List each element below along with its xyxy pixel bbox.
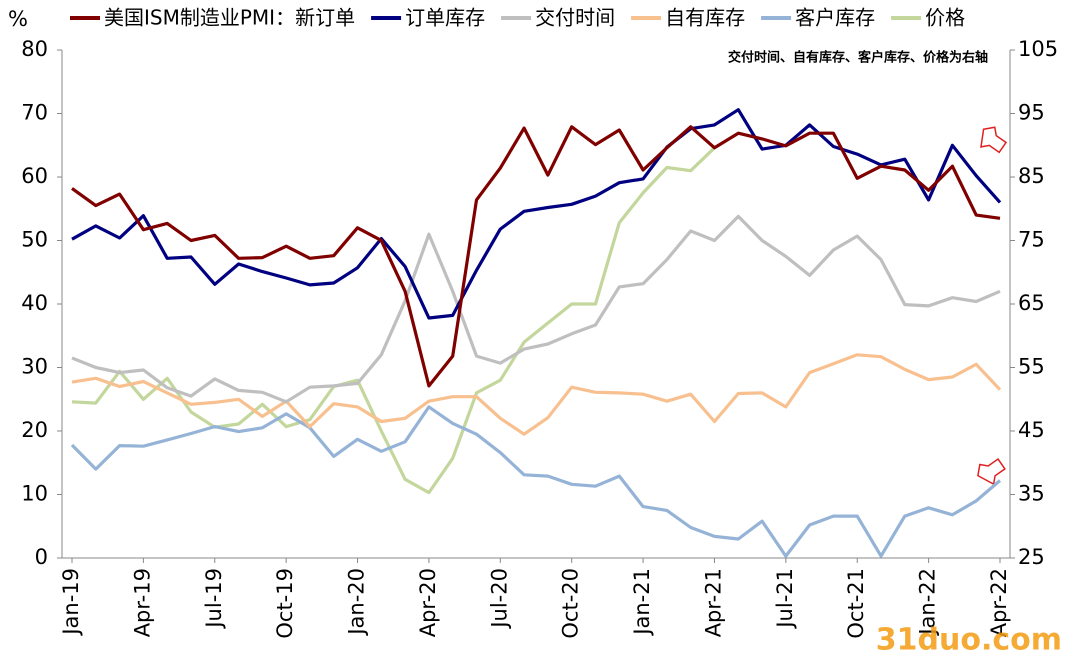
y-tick-label: 70	[21, 101, 48, 125]
y2-tick-label: 45	[1018, 418, 1045, 442]
annotation: 交付时间、自有库存、客户库存、价格为右轴	[728, 50, 988, 66]
x-tick-label: Jan-19	[59, 568, 83, 637]
y-tick-label: 60	[21, 164, 48, 188]
x-tick-label: Apr-21	[701, 568, 725, 637]
legend-label: 交付时间	[535, 6, 615, 30]
y2-tick-label: 85	[1018, 164, 1045, 188]
plot: 0 10 20 30 40 50 60 70 80 25 35 45 55 65 75 85 95 105 Jan-…	[21, 6, 1058, 639]
series-line	[71, 125, 1001, 388]
y-tick-label: 20	[21, 418, 48, 442]
legend-label: 客户库存	[795, 6, 875, 30]
x-tick-label: Oct-20	[559, 568, 583, 639]
legend-label: 订单库存	[405, 6, 485, 30]
y2-tick-label: 105	[1018, 37, 1058, 61]
x-tick-label: Apr-22	[987, 568, 1011, 637]
arrow	[977, 458, 1006, 486]
arrow	[980, 126, 1008, 154]
x-tick-label: Jul-20	[487, 568, 511, 630]
series-line	[70, 405, 1002, 558]
legend-label: 价格	[925, 6, 965, 30]
x-tick-label: Jul-21	[773, 568, 797, 630]
y-tick-label: 30	[21, 355, 48, 379]
x-tick-label: Jan-22	[916, 568, 940, 637]
series-line	[71, 146, 716, 495]
x-tick-label: Jan-20	[345, 568, 369, 637]
y-tick-label: 80	[21, 37, 48, 61]
series-line	[71, 214, 1001, 404]
y-tick-label: 0	[35, 545, 48, 569]
series-line	[71, 108, 1002, 320]
x-tick-label: Oct-21	[844, 568, 868, 639]
watermark: 31duo.com	[876, 623, 1062, 658]
y-tick-label: 50	[21, 228, 48, 252]
series-line	[71, 353, 1002, 436]
legend-label: 美国ISM制造业PMI：新订单	[104, 6, 355, 30]
x-tick-label: Jan-21	[630, 568, 654, 637]
y2-tick-label: 25	[1018, 545, 1045, 569]
y2-tick-label: 65	[1018, 291, 1045, 315]
y-unit: %	[8, 7, 28, 31]
y-tick-label: 10	[21, 482, 48, 506]
x-tick-label: Jul-19	[202, 568, 226, 630]
y2-tick-label: 75	[1018, 228, 1045, 252]
x-tick-label: Oct-19	[273, 568, 297, 639]
y2-tick-label: 35	[1018, 482, 1045, 506]
x-tick-label: Apr-19	[130, 568, 154, 637]
y2-tick-label: 55	[1018, 355, 1045, 379]
legend-label: 自有库存	[665, 6, 745, 30]
y-tick-label: 40	[21, 291, 48, 315]
y2-tick-label: 95	[1018, 101, 1045, 125]
x-tick-label: Apr-20	[416, 568, 440, 637]
